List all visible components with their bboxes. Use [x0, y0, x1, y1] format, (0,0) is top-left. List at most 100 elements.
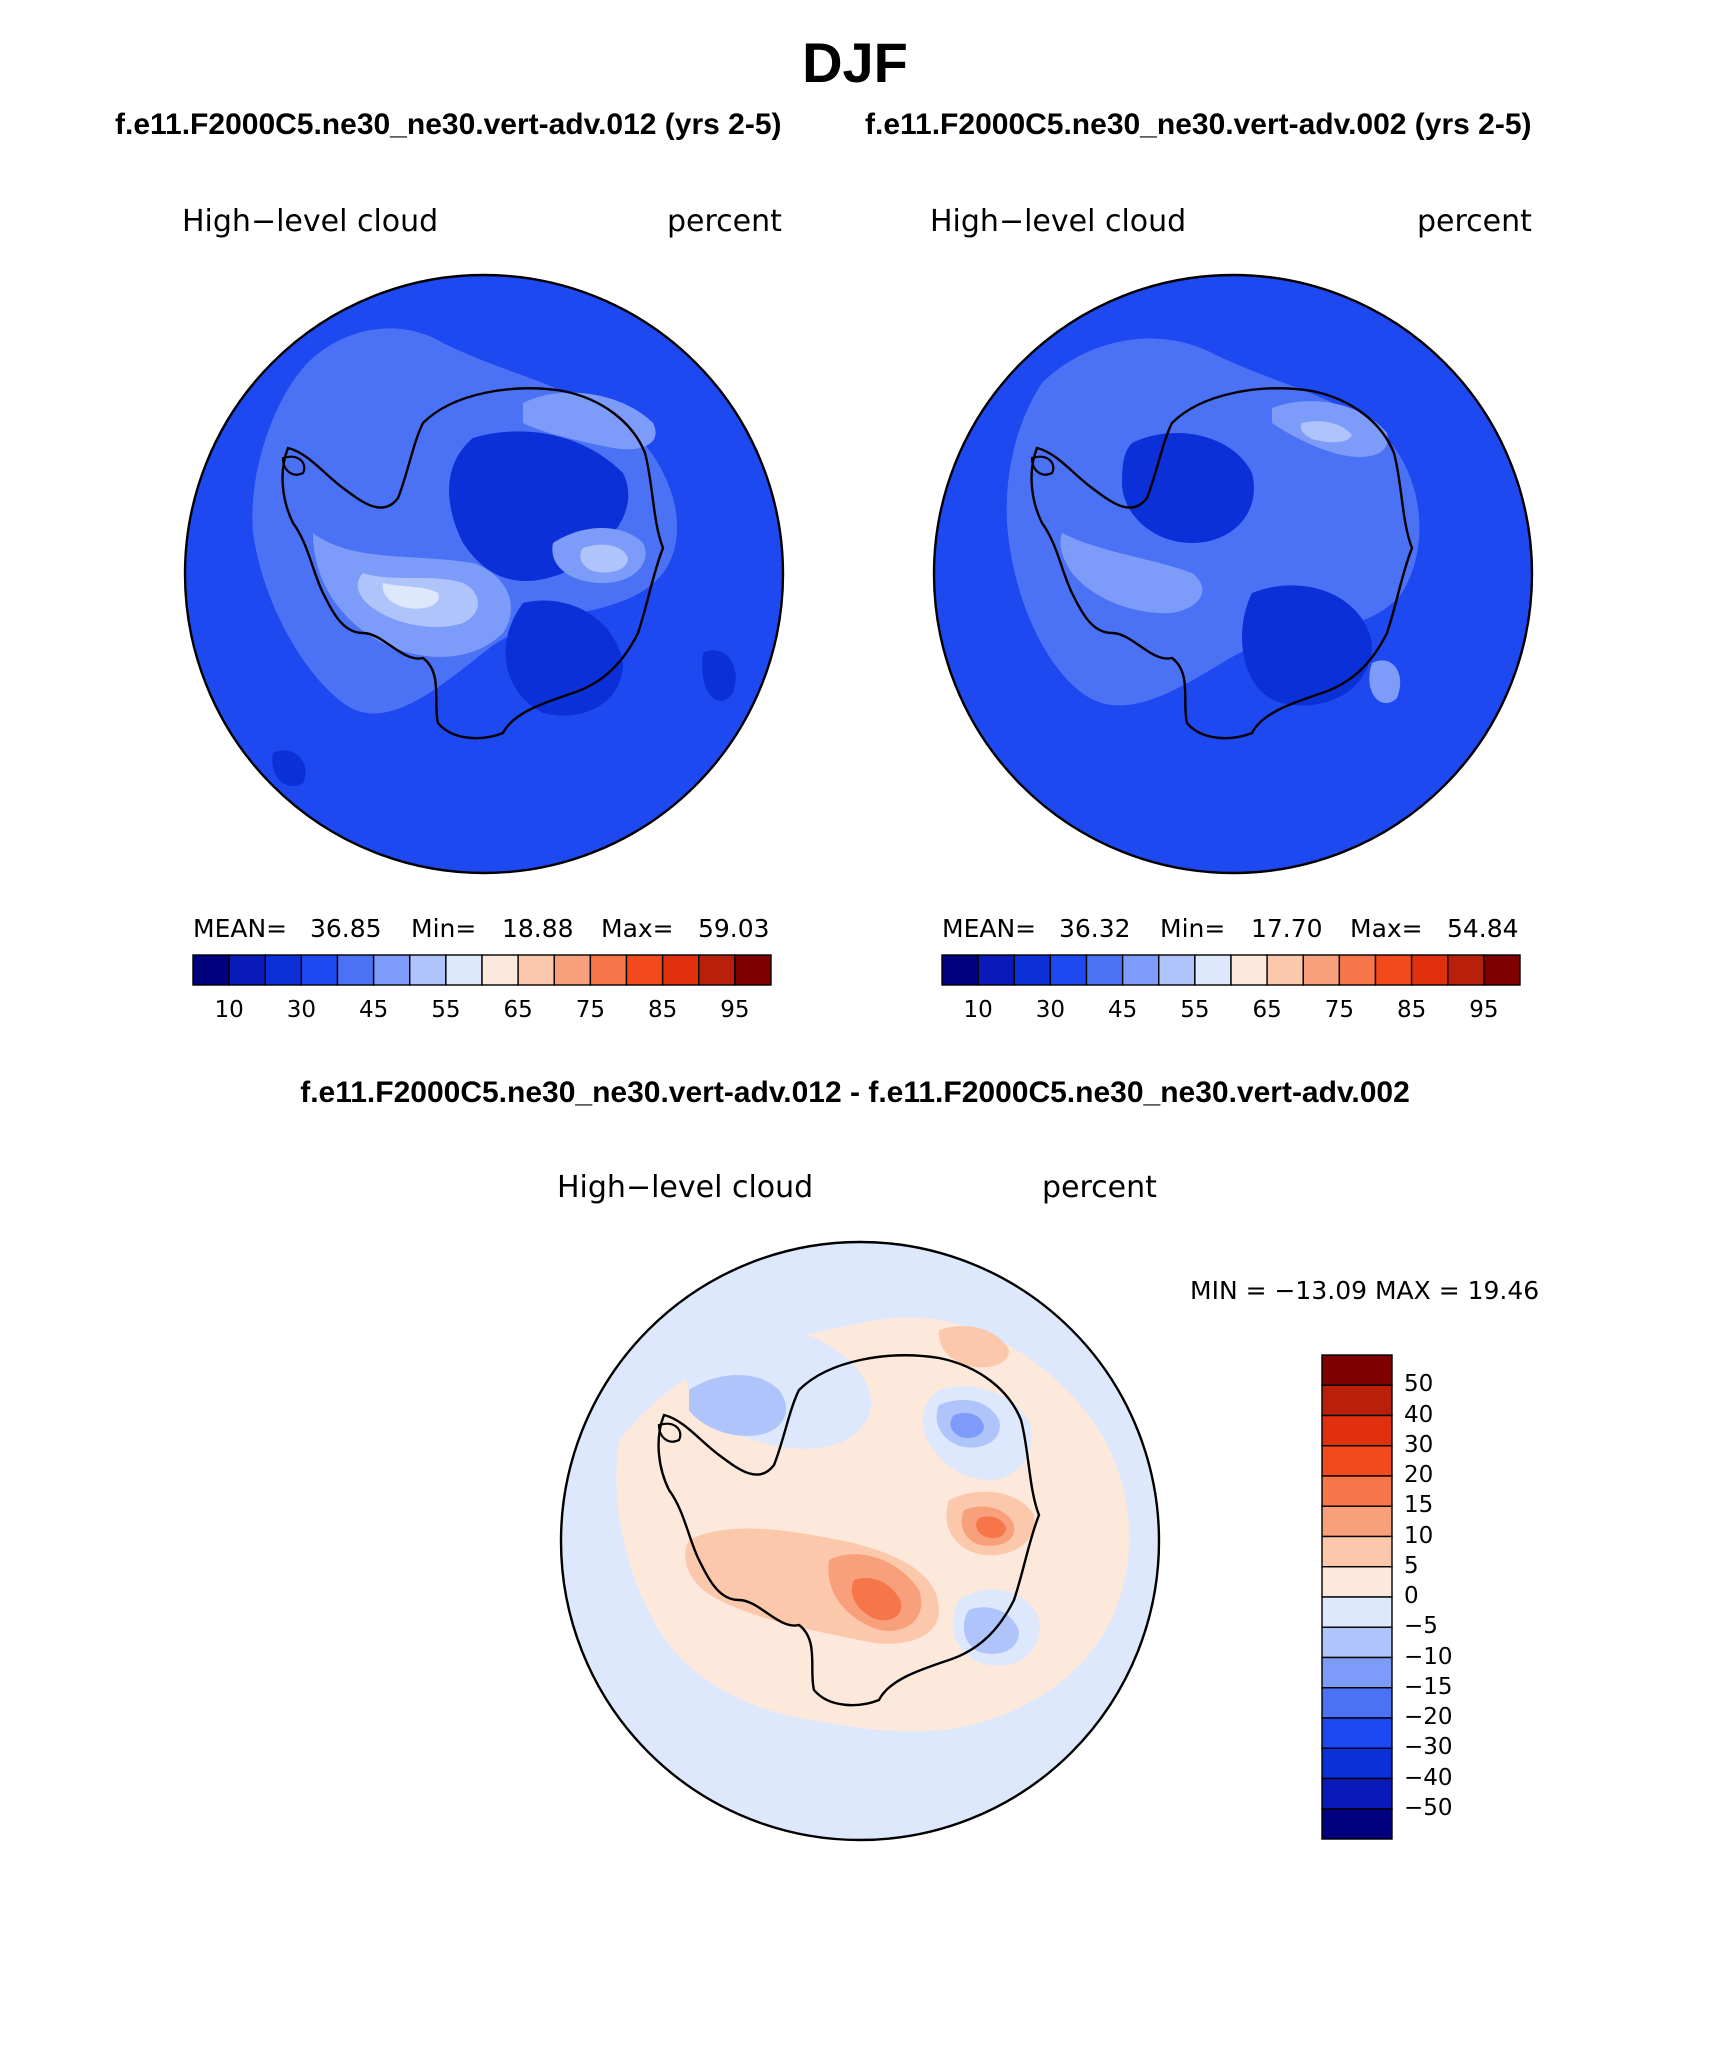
- panel-right-mean-label: MEAN=: [942, 914, 1037, 943]
- colorbar-tick-label: 95: [720, 997, 750, 1023]
- difference-variable: High−level cloud: [557, 1170, 814, 1205]
- colorbar-swatch: [1194, 954, 1232, 986]
- colorbar-swatch: [1085, 954, 1124, 986]
- colorbar-swatch: [1321, 1777, 1393, 1810]
- colorbar-tick-label: 45: [358, 997, 389, 1023]
- colorbar-swatch: [1483, 954, 1521, 986]
- colorbar-swatch: [445, 954, 483, 986]
- colorbar-swatch: [1321, 1475, 1393, 1507]
- colorbar-swatch: [1302, 954, 1341, 986]
- colorbar-swatch: [1374, 954, 1413, 986]
- colorbar-swatch: [977, 954, 1015, 986]
- colorbar-swatch: [1321, 1505, 1393, 1538]
- colorbar-swatch: [1321, 1687, 1393, 1719]
- colorbar-left: [192, 954, 772, 986]
- colorbar-tick-label: 85: [1396, 997, 1427, 1023]
- colorbar-swatch: [192, 954, 230, 986]
- map-right: [932, 273, 1534, 875]
- map-left: [183, 273, 785, 875]
- colorbar-tick-label: 95: [1469, 997, 1499, 1023]
- colorbar-swatch: [553, 954, 592, 986]
- colorbar-swatch: [1013, 954, 1052, 986]
- colorbar-tick-label: 15: [1404, 1492, 1434, 1519]
- colorbar-tick-label: −50: [1404, 1794, 1453, 1821]
- colorbar-tick-label: 5: [1404, 1552, 1419, 1579]
- colorbar-swatch: [1447, 954, 1485, 986]
- colorbar-swatch: [1321, 1566, 1393, 1598]
- colorbar-swatch: [1121, 954, 1160, 986]
- colorbar-swatch: [1321, 1747, 1393, 1780]
- colorbar-tick-label: 45: [1107, 997, 1138, 1023]
- colorbar-swatch: [1321, 1626, 1393, 1659]
- colorbar-tick-label: −5: [1404, 1613, 1438, 1640]
- colorbar-swatch: [734, 954, 772, 986]
- difference-title: f.e11.F2000C5.ne30_ne30.vert-adv.012 - f…: [300, 1076, 1410, 1109]
- colorbar-swatch: [625, 954, 664, 986]
- panel-right-mean-value: 36.32: [1059, 914, 1131, 943]
- colorbar-swatch: [1410, 954, 1449, 986]
- colorbar-swatch: [264, 954, 303, 986]
- case-title-right: f.e11.F2000C5.ne30_ne30.vert-adv.002 (yr…: [865, 108, 1532, 141]
- colorbar-tick-label: 55: [431, 997, 461, 1023]
- panel-left-min-label: Min=: [411, 914, 477, 943]
- colorbar-swatch: [1321, 1808, 1393, 1840]
- colorbar-tick-label: 65: [503, 997, 533, 1023]
- colorbar-tick-label: 50: [1404, 1371, 1434, 1398]
- colorbar-tick-label: 65: [1252, 997, 1282, 1023]
- colorbar-tick-label: 75: [575, 997, 606, 1023]
- colorbar-swatch: [372, 954, 411, 986]
- colorbar-swatch: [1321, 1717, 1393, 1749]
- colorbar-swatch: [1230, 954, 1268, 986]
- colorbar-swatch: [481, 954, 519, 986]
- colorbar-tick-label: 30: [1035, 997, 1066, 1023]
- difference-min-max: MIN = −13.09 MAX = 19.46: [1190, 1276, 1540, 1305]
- colorbar-tick-label: 20: [1404, 1462, 1434, 1488]
- panel-right-units: percent: [1417, 204, 1532, 239]
- panel-left-max-value: 59.03: [698, 914, 770, 943]
- panel-left-mean-value: 36.85: [310, 914, 382, 943]
- colorbar-swatch: [1158, 954, 1196, 986]
- colorbar-swatch: [1266, 954, 1304, 986]
- colorbar-tick-label: 30: [1404, 1431, 1434, 1458]
- panel-left-min-value: 18.88: [502, 914, 574, 943]
- colorbar-tick-label: 30: [286, 997, 317, 1023]
- colorbar-tick-label: 10: [1404, 1522, 1434, 1549]
- colorbar-tick-label: 40: [1404, 1401, 1434, 1428]
- panel-right-variable: High−level cloud: [930, 204, 1187, 239]
- colorbar-difference: [1321, 1354, 1393, 1840]
- colorbar-tick-label: 55: [1180, 997, 1210, 1023]
- colorbar-swatch: [941, 954, 979, 986]
- colorbar-swatch: [661, 954, 700, 986]
- page-title: DJF: [802, 31, 908, 94]
- panel-right-max-label: Max=: [1350, 914, 1423, 943]
- colorbar-swatch: [409, 954, 447, 986]
- colorbar-tick-label: −30: [1404, 1734, 1453, 1761]
- colorbar-swatch: [300, 954, 339, 986]
- colorbar-tick-label: −10: [1404, 1643, 1453, 1670]
- colorbar-swatch: [517, 954, 555, 986]
- colorbar-tick-label: 85: [647, 997, 678, 1023]
- colorbar-swatch: [1321, 1535, 1393, 1568]
- colorbar-swatch: [1321, 1354, 1393, 1386]
- colorbar-tick-label: −15: [1404, 1673, 1453, 1700]
- colorbar-tick-label: −40: [1404, 1764, 1453, 1791]
- map-difference: [559, 1240, 1161, 1842]
- colorbar-tick-label: −20: [1404, 1704, 1453, 1730]
- panel-left-mean-label: MEAN=: [193, 914, 288, 943]
- colorbar-swatch: [1338, 954, 1377, 986]
- colorbar-swatch: [228, 954, 266, 986]
- colorbar-swatch: [698, 954, 736, 986]
- colorbar-swatch: [1321, 1414, 1393, 1447]
- colorbar-tick-label: 0: [1404, 1583, 1419, 1609]
- colorbar-right: [941, 954, 1521, 986]
- colorbar-swatch: [1321, 1445, 1393, 1477]
- panel-left-units: percent: [667, 204, 782, 239]
- colorbar-swatch: [589, 954, 628, 986]
- case-title-left: f.e11.F2000C5.ne30_ne30.vert-adv.012 (yr…: [115, 108, 782, 141]
- panel-left-variable: High−level cloud: [182, 204, 439, 239]
- panel-right-max-value: 54.84: [1447, 914, 1519, 943]
- colorbar-swatch: [1321, 1384, 1393, 1417]
- colorbar-tick-label: 75: [1324, 997, 1355, 1023]
- colorbar-tick-label: 10: [963, 997, 993, 1023]
- panel-right-min-label: Min=: [1160, 914, 1226, 943]
